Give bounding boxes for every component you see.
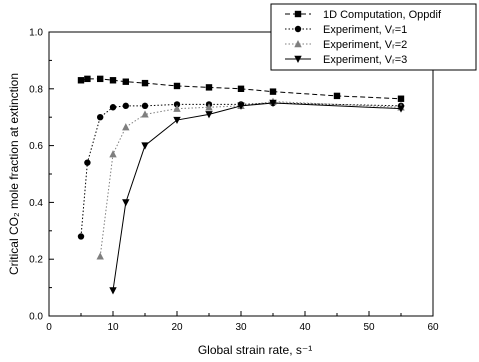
data-point <box>141 102 149 110</box>
series-2 <box>77 99 405 240</box>
legend-marker <box>294 10 302 18</box>
data-point <box>269 99 277 107</box>
x-tick-label: 30 <box>235 322 247 333</box>
data-point <box>237 102 245 110</box>
series-line <box>80 102 402 237</box>
data-point <box>141 110 149 118</box>
y-tick-label: 0.4 <box>29 198 43 209</box>
x-tick-label: 0 <box>46 322 52 333</box>
data-point <box>84 75 91 83</box>
data-point <box>122 199 130 207</box>
data-point <box>122 78 129 85</box>
plot-frame <box>48 31 434 317</box>
data-point <box>122 102 129 110</box>
data-point <box>109 150 117 158</box>
series-layer <box>77 75 405 295</box>
data-point <box>96 252 104 260</box>
x-tick-label: 20 <box>171 322 183 333</box>
data-point <box>205 103 213 111</box>
data-point <box>397 95 405 102</box>
series-4 <box>109 99 405 295</box>
x-axis-title: Global strain rate, s⁻¹ <box>198 343 312 357</box>
data-point <box>205 84 213 91</box>
legend-marker <box>294 55 302 63</box>
legend-label: 1D Computation, Oppdif <box>323 9 442 21</box>
data-point <box>397 105 405 113</box>
data-point <box>109 287 117 295</box>
legend: 1D Computation, Oppdif Experiment, Vᵣ=1 Ex… <box>270 3 477 71</box>
data-point <box>141 79 149 87</box>
data-point <box>109 104 117 111</box>
x-tick-label: 60 <box>427 322 439 333</box>
data-point <box>173 104 181 112</box>
y-axis-title: Critical CO₂ mole fraction at extinction <box>7 73 21 275</box>
data-point <box>173 101 181 108</box>
y-tick-label: 0.0 <box>29 312 43 323</box>
y-tick-label: 0.2 <box>29 255 43 266</box>
x-tick-label: 40 <box>299 322 311 333</box>
data-point <box>97 75 104 83</box>
data-point <box>141 142 149 150</box>
data-point <box>269 88 277 95</box>
y-tick-label: 0.8 <box>29 84 43 95</box>
data-point <box>97 114 104 121</box>
data-point <box>173 116 181 125</box>
data-point <box>77 233 85 240</box>
x-tick-label: 50 <box>363 322 375 333</box>
data-point <box>173 82 181 90</box>
data-point <box>333 92 341 100</box>
x-tick-label: 10 <box>107 322 119 333</box>
legend-box <box>270 3 477 71</box>
series-line <box>112 102 402 291</box>
legend-label: Experiment, Vᵣ=1 <box>323 24 407 36</box>
ticks: 0 10 20 30 40 50 60 0.0 0.2 0.4 0.6 0.8 1.0 <box>29 28 439 334</box>
legend-marker <box>294 25 302 33</box>
series-1 <box>77 75 405 102</box>
y-tick-label: 1.0 <box>29 28 43 39</box>
legend-label: Experiment, Vᵣ=2 <box>323 39 407 51</box>
data-point <box>109 77 117 84</box>
data-point <box>237 85 245 92</box>
legend-marker <box>294 40 302 48</box>
legend-label: Experiment, Vᵣ=3 <box>323 54 407 66</box>
data-point <box>84 159 91 166</box>
data-point <box>122 123 130 131</box>
series-3 <box>96 97 405 260</box>
series-line <box>99 101 402 257</box>
y-tick-label: 0.6 <box>29 141 43 152</box>
data-point <box>77 77 85 84</box>
data-point <box>205 111 213 119</box>
